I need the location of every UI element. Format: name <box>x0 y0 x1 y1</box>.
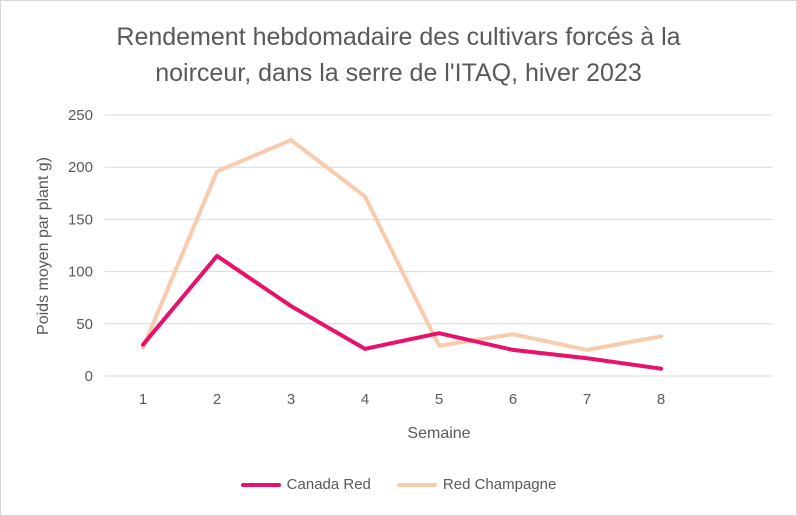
chart-title-line-1: Rendement hebdomadaire des cultivars for… <box>116 23 681 51</box>
y-tick-label: 200 <box>68 159 93 176</box>
data-point <box>364 348 366 350</box>
y-tick-label: 50 <box>76 316 93 333</box>
x-tick-label: 3 <box>287 391 295 408</box>
legend-label-red-champagne: Red Champagne <box>442 476 557 493</box>
data-point <box>586 357 588 359</box>
chart-title-line-2: noirceur, dans la serre de l'ITAQ, hiver… <box>155 59 642 87</box>
data-point <box>660 368 662 370</box>
legend-swatch-red-champagne <box>396 482 437 487</box>
data-point <box>216 170 218 172</box>
x-tick-label: 2 <box>213 391 221 408</box>
x-tick-label: 5 <box>435 391 443 408</box>
legend-item-canada-red: Canada Red <box>240 476 371 493</box>
legend: Canada Red Red Champagne <box>1 476 796 493</box>
gridlines <box>105 114 773 377</box>
data-point <box>364 195 366 197</box>
x-tick-label: 7 <box>583 391 591 408</box>
data-point <box>660 335 662 337</box>
y-tick-label: 150 <box>68 211 93 228</box>
data-point <box>438 345 440 347</box>
y-tick-label: 100 <box>68 264 93 281</box>
data-point <box>216 255 218 257</box>
chart-title: Rendement hebdomadaire des cultivars for… <box>1 19 796 91</box>
series-lines <box>141 138 663 371</box>
x-tick-labels: 1 2 3 4 5 6 7 8 <box>139 391 665 408</box>
data-point <box>142 347 144 349</box>
x-axis-title: Semaine <box>407 425 470 442</box>
legend-swatch-canada-red <box>240 482 281 487</box>
x-tick-label: 1 <box>139 391 147 408</box>
x-tick-label: 8 <box>657 391 665 408</box>
x-tick-label: 6 <box>509 391 517 408</box>
data-point <box>142 344 144 346</box>
series-line-canada-red <box>141 253 663 371</box>
data-point <box>290 305 292 307</box>
series-line-red-champagne <box>141 138 663 352</box>
data-point <box>586 349 588 351</box>
legend-label-canada-red: Canada Red <box>286 476 371 493</box>
x-tick-label: 4 <box>361 391 369 408</box>
y-tick-label: 0 <box>85 368 93 385</box>
y-tick-label: 250 <box>68 107 93 124</box>
y-axis-title: Poids moyen par plant g) <box>35 157 52 335</box>
data-point <box>512 333 514 335</box>
data-point <box>512 349 514 351</box>
data-point <box>290 139 292 141</box>
y-tick-labels: 0 50 100 150 200 250 <box>68 107 93 385</box>
data-point <box>438 332 440 334</box>
legend-item-red-champagne: Red Champagne <box>396 476 557 493</box>
